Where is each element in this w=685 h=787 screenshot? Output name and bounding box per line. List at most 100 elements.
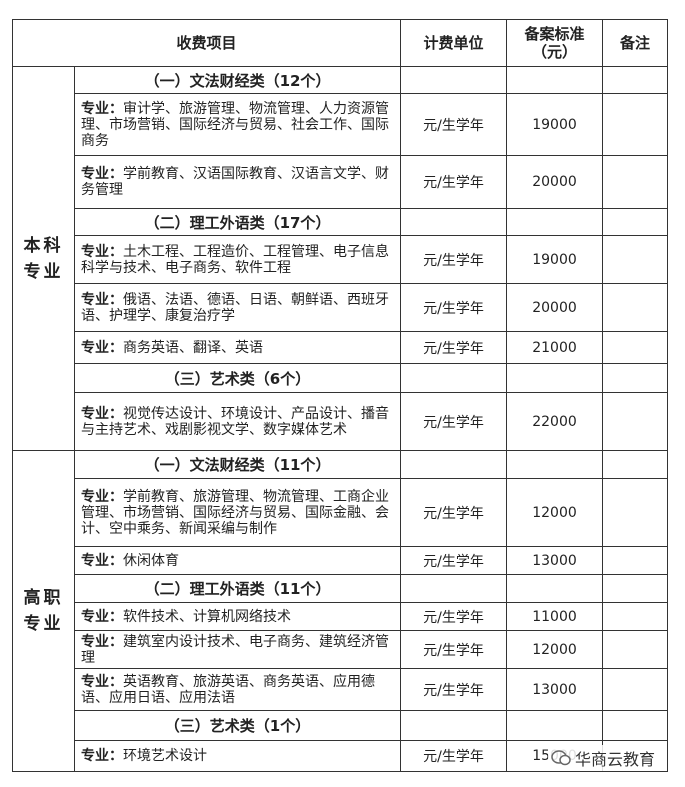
major-label: 专业：: [81, 488, 123, 505]
note: [602, 283, 669, 332]
category-row: （三）艺术类（1个）: [13, 710, 669, 741]
empty-cell: [400, 574, 508, 603]
majors-cell: 专业：建筑室内设计技术、电子商务、建筑经济管理: [73, 630, 402, 669]
empty-cell: [400, 710, 508, 741]
majors-cell: 专业：土木工程、工程造价、工程管理、电子信息科学与技术、电子商务、软件工程: [73, 235, 402, 284]
header-note: 备注: [602, 19, 669, 67]
note: [602, 602, 669, 631]
header-standard: 备案标准 （元）: [506, 19, 604, 67]
unit: 元/生学年: [400, 392, 508, 451]
standard: 11000: [506, 602, 604, 631]
majors: 环境艺术设计: [123, 748, 207, 764]
unit: 元/生学年: [400, 283, 508, 332]
majors-cell: 专业：审计学、旅游管理、物流管理、人力资源管理、市场营销、国际经济与贸易、社会工…: [73, 93, 402, 156]
note: [602, 546, 669, 575]
category: （三）艺术类（1个）: [73, 710, 402, 741]
standard: 19000: [506, 93, 604, 156]
major-row: 专业：土木工程、工程造价、工程管理、电子信息科学与技术、电子商务、软件工程 元/生…: [13, 235, 669, 284]
category-row: 本科专业 （一）文法财经类（12个）: [12, 66, 669, 451]
empty-cell: [400, 363, 508, 393]
major-label: 专业：: [81, 673, 123, 690]
standard: 12000: [506, 630, 604, 669]
majors: 休闲体育: [123, 552, 179, 569]
major-label: 专业：: [81, 608, 123, 625]
category-row: （二）理工外语类（11个）: [13, 574, 669, 603]
major-row: 专业：建筑室内设计技术、电子商务、建筑经济管理 元/生学年 12000: [13, 630, 669, 669]
majors: 视觉传达设计、环境设计、产品设计、播音与主持艺术、戏剧影视文学、数字媒体艺术: [81, 405, 389, 438]
note: [602, 155, 669, 209]
empty-cell: [602, 574, 669, 603]
empty-cell: [506, 363, 604, 393]
unit: 元/生学年: [400, 93, 508, 156]
category: （一）文法财经类（11个）: [73, 450, 402, 479]
unit: 元/生学年: [400, 630, 508, 669]
unit: 元/生学年: [400, 602, 508, 631]
major-label: 专业：: [81, 243, 123, 260]
major-label: 专业：: [81, 552, 123, 569]
majors: 俄语、法语、德语、日语、朝鲜语、西班牙语、护理学、康复治疗学: [81, 291, 389, 324]
group-cell: 本科专业: [12, 66, 75, 451]
empty-cell: [506, 66, 604, 94]
note: [602, 93, 669, 156]
standard: 19000: [506, 235, 604, 284]
standard: 20000: [506, 283, 604, 332]
major-label: 专业：: [81, 291, 123, 308]
category-row: （二）理工外语类（17个）: [13, 208, 669, 236]
empty-cell: [602, 450, 669, 479]
empty-cell: [506, 574, 604, 603]
majors-cell: 专业：环境艺术设计: [73, 740, 402, 772]
category: （二）理工外语类（11个）: [73, 574, 402, 603]
fee-table: 收费项目 计费单位 备案标准 （元） 备注 本科专业 （一）文法财经类（12个） 专业…: [11, 19, 669, 772]
header-row: 收费项目 计费单位 备案标准 （元） 备注: [11, 19, 669, 67]
empty-cell: [400, 66, 508, 94]
note: [602, 630, 669, 669]
empty-cell: [602, 363, 669, 393]
unit: 元/生学年: [400, 155, 508, 209]
empty-cell: [506, 208, 604, 236]
category: （三）艺术类（6个）: [73, 363, 402, 393]
major-label: 专业：: [81, 633, 123, 650]
note: [602, 392, 669, 451]
majors: 英语教育、旅游英语、商务英语、应用德语、应用日语、应用法语: [81, 673, 375, 706]
majors: 商务英语、翻译、英语: [123, 339, 263, 356]
category-row: 高职专业 （一）文法财经类（11个）: [12, 450, 669, 772]
majors: 建筑室内设计技术、电子商务、建筑经济管理: [81, 633, 389, 666]
majors: 软件技术、计算机网络技术: [123, 608, 291, 625]
major-label: 专业：: [81, 339, 123, 356]
watermark-icon: [551, 750, 571, 766]
standard: 13000: [506, 668, 604, 711]
note: [602, 235, 669, 284]
major-row: 专业：商务英语、翻译、英语 元/生学年 21000: [13, 331, 669, 364]
majors-cell: 专业：软件技术、计算机网络技术: [73, 602, 402, 631]
major-row: 专业：视觉传达设计、环境设计、产品设计、播音与主持艺术、戏剧影视文学、数字媒体艺…: [13, 392, 669, 451]
group-name: 本科专业: [23, 235, 64, 282]
empty-cell: [400, 450, 508, 479]
header-standard-line: 备案标准: [524, 25, 585, 43]
major-label: 专业：: [81, 100, 123, 117]
majors-cell: 专业：英语教育、旅游英语、商务英语、应用德语、应用日语、应用法语: [73, 668, 402, 711]
category: （二）理工外语类（17个）: [73, 208, 402, 236]
unit: 元/生学年: [400, 546, 508, 575]
majors: 学前教育、汉语国际教育、汉语言文学、财务管理: [81, 166, 389, 198]
major-row: 专业：英语教育、旅游英语、商务英语、应用德语、应用日语、应用法语 元/生学年 130…: [13, 668, 669, 711]
empty-cell: [602, 710, 669, 741]
watermark: 华商云教育: [548, 745, 659, 771]
unit: 元/生学年: [400, 740, 508, 772]
major-label: 专业：: [81, 166, 123, 182]
major-row: 专业：休闲体育 元/生学年 13000: [13, 546, 669, 575]
major-row: 专业：软件技术、计算机网络技术 元/生学年 11000: [13, 602, 669, 631]
empty-cell: [400, 208, 508, 236]
majors-cell: 专业：俄语、法语、德语、日语、朝鲜语、西班牙语、护理学、康复治疗学: [73, 283, 402, 332]
major-label: 专业：: [81, 748, 123, 764]
standard: 12000: [506, 478, 604, 547]
unit: 元/生学年: [400, 331, 508, 364]
standard: 22000: [506, 392, 604, 451]
majors: 学前教育、旅游管理、物流管理、工商企业管理、市场营销、国际经济与贸易、国际金融、…: [81, 488, 389, 537]
major-row: 专业：学前教育、汉语国际教育、汉语言文学、财务管理 元/生学年 20000: [13, 155, 669, 209]
header-item: 收费项目: [11, 19, 402, 67]
unit: 元/生学年: [400, 478, 508, 547]
majors-cell: 专业：商务英语、翻译、英语: [73, 331, 402, 364]
empty-cell: [602, 208, 669, 236]
note: [602, 478, 669, 547]
empty-cell: [602, 66, 669, 94]
